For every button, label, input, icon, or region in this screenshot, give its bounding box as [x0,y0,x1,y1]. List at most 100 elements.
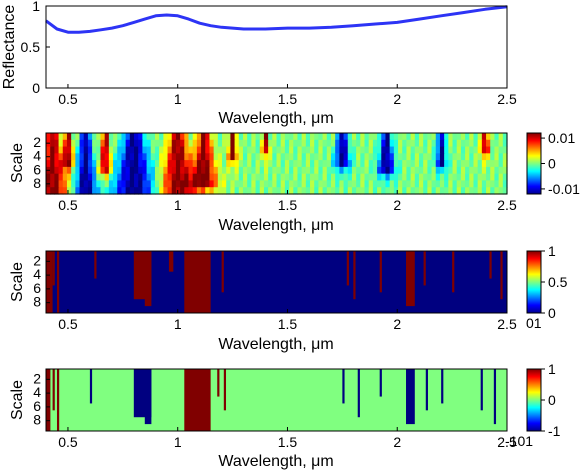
heatmap-cell [201,180,206,188]
heatmap-cell [289,160,294,168]
heatmap-cell [297,139,303,148]
heatmap-cell [247,133,252,141]
heatmap-cell [469,166,475,175]
heatmap-cell [481,187,487,195]
heatmap-cell [125,166,131,175]
heatmap-cell [129,173,135,182]
ternary-y-axis-label: Scale [9,380,26,420]
heatmap-cell [297,166,303,175]
heatmap-cell [460,160,466,168]
heatmap-cell [465,173,470,182]
heatmap-cell [414,146,420,154]
heatmap-cell [280,139,286,148]
heatmap-cell [314,139,320,148]
heatmap-cell [71,187,76,195]
heatmap-cell [347,180,353,188]
heatmap-cell [423,146,428,154]
heatmap-cell [439,166,445,175]
heatmap-cell [460,180,466,188]
heatmap-cell [259,146,265,154]
heatmap-cell [293,153,299,161]
heatmap-cell [431,153,437,161]
reflectance-x-tick-label: 1 [174,91,182,107]
heatmap-cell [280,160,286,168]
heatmap-cell [456,153,462,161]
heatmap-cell [322,139,328,148]
heatmap-cell [134,187,139,195]
heatmap-cell [234,133,240,141]
heatmap-cell [305,180,311,188]
heatmap-cell [263,166,269,175]
heatmap-cell [150,146,156,154]
heatmap-cell [196,133,202,141]
heatmap-cell [318,166,324,175]
heatmap-cell [54,187,60,195]
heatmap-cell [372,180,378,188]
ternary-region [52,369,55,411]
heatmap-cell [188,139,194,148]
heatmap-cell [347,133,353,141]
heatmap-cell [393,133,399,141]
binary-region [489,251,492,279]
heatmap-cell [418,133,424,141]
heatmap-cell [75,139,81,148]
heatmap-cell [268,139,273,148]
heatmap-cell [234,146,240,154]
heatmap-cell [71,146,76,154]
heatmap-cell [159,153,164,161]
heatmap-cell [192,133,198,141]
heatmap-cell [339,180,345,188]
heatmap-cell [121,146,127,154]
heatmap-cell [456,133,462,141]
heatmap-cell [138,153,143,161]
heatmap-cell [255,153,261,161]
heatmap-cell [314,166,320,175]
heatmap-cell [255,166,261,175]
heatmap-cell [242,187,248,195]
heatmap-cell [406,139,412,148]
heatmap-cell [222,187,227,195]
heatmap-cell [448,173,454,182]
reflectance-x-ticks: 0.5 1 1.5 2 2.5 [58,84,517,107]
heatmap-cell [50,153,55,161]
heatmap-cell [356,173,361,182]
heatmap-cell [284,139,290,148]
heatmap-cell [356,153,361,161]
heatmap-cell [439,160,445,168]
heatmap-cell [87,153,93,161]
heatmap-cell [318,139,324,148]
heatmap-cell [481,180,487,188]
heatmap-cell [410,153,416,161]
coefficient-x-ticks: 0.5 1 1.5 2 2.5 [58,190,517,213]
binary-x-axis-label: Wavelength, μm [218,336,333,353]
heatmap-cell [121,180,127,188]
heatmap-cell [477,166,483,175]
heatmap-cell [410,160,416,168]
heatmap-cell [50,166,55,175]
heatmap-cell [146,146,152,154]
heatmap-cell [150,160,156,168]
heatmap-cell [192,180,198,188]
heatmap-cell [452,139,458,148]
heatmap-cell [465,139,470,148]
heatmap-cell [188,146,194,154]
heatmap-cell [205,139,211,148]
heatmap-cell [159,166,164,175]
heatmap-cell [238,160,244,168]
heatmap-cell [226,166,231,175]
heatmap-cell [414,173,420,182]
heatmap-cell [314,173,320,182]
heatmap-cell [83,187,89,195]
heatmap-cell [50,133,55,141]
heatmap-cell [381,173,387,182]
coefficient-heatmap-cells [46,133,508,195]
heatmap-cell [435,139,441,148]
heatmap-cell [71,180,76,188]
heatmap-cell [339,173,345,182]
heatmap-cell [305,146,311,154]
heatmap-cell [465,180,470,188]
heatmap-cell [280,166,286,175]
heatmap-cell [276,146,282,154]
heatmap-cell [502,133,508,141]
heatmap-cell [460,166,466,175]
